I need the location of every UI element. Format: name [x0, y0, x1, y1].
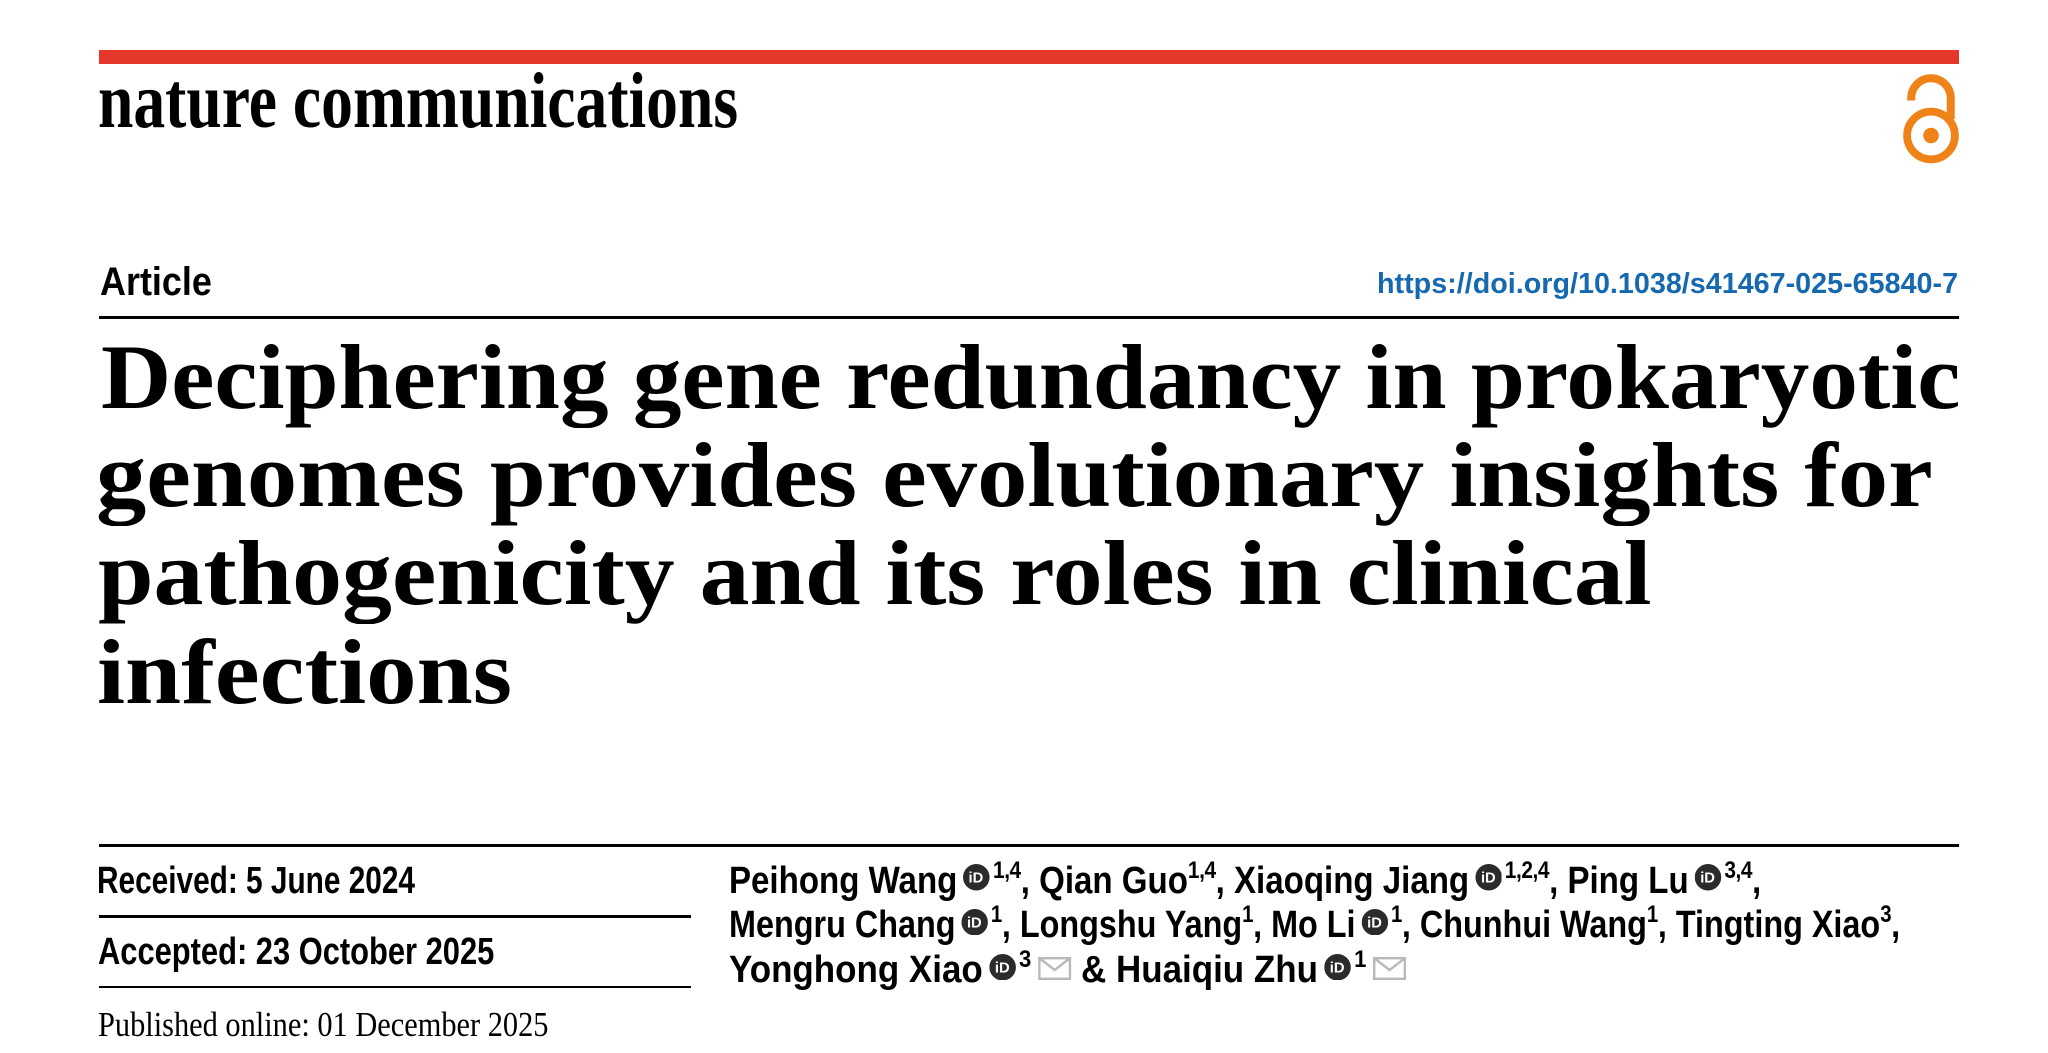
- svg-text:iD: iD: [1700, 871, 1715, 887]
- svg-text:iD: iD: [969, 871, 984, 887]
- svg-text:iD: iD: [1481, 871, 1496, 887]
- svg-text:iD: iD: [1367, 915, 1382, 931]
- svg-text:iD: iD: [995, 960, 1010, 976]
- svg-text:iD: iD: [1330, 960, 1345, 976]
- svg-text:iD: iD: [967, 915, 982, 931]
